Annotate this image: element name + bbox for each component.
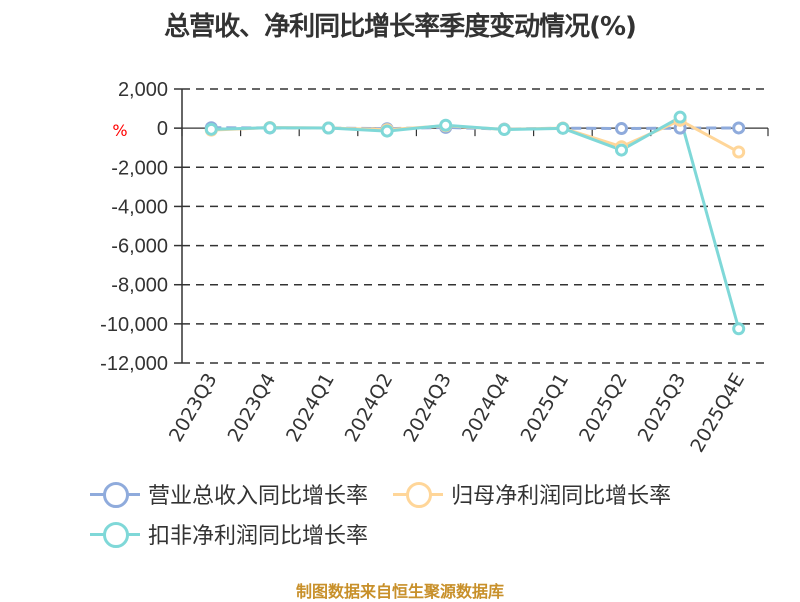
data-point[interactable] bbox=[556, 121, 570, 135]
legend-label: 营业总收入同比增长率 bbox=[148, 484, 369, 509]
legend-marker-icon bbox=[88, 479, 142, 509]
y-tick-label: -6,000 bbox=[111, 236, 168, 258]
y-tick-label: -12,000 bbox=[100, 353, 168, 375]
legend-label: 扣非净利润同比增长率 bbox=[148, 524, 369, 549]
x-tick-label: 2024Q1 bbox=[282, 370, 339, 446]
series-line bbox=[211, 118, 740, 154]
line-chart: 2,000 0 -2,000 -4,000 -6,000 -8,000 -10,000 -12… bbox=[100, 79, 769, 457]
legend-item-deducted-net-profit[interactable]: 扣非净利润同比增长率 bbox=[88, 514, 368, 554]
y-tick-label: -2,000 bbox=[111, 157, 168, 179]
legend-marker-icon bbox=[88, 519, 142, 549]
legend: 营业总收入同比增长率 归母净利润同比增长率 扣非净利润同比增长率 bbox=[88, 474, 748, 554]
data-point[interactable] bbox=[615, 143, 628, 157]
y-tick-label: 0 bbox=[157, 118, 168, 140]
data-point[interactable] bbox=[204, 122, 218, 136]
x-tick-label: 2024Q3 bbox=[399, 370, 456, 446]
data-point[interactable] bbox=[263, 121, 277, 135]
x-tick-label: 2025Q4E bbox=[686, 370, 749, 457]
x-tick-label: 2023Q3 bbox=[165, 370, 222, 446]
y-tick-label: -10,000 bbox=[100, 314, 168, 336]
unit-label: % bbox=[112, 121, 127, 140]
legend-label: 归母净利润同比增长率 bbox=[451, 484, 672, 509]
x-tick-label: 2024Q4 bbox=[458, 370, 515, 446]
data-point[interactable] bbox=[322, 121, 335, 135]
legend-marker-icon bbox=[391, 479, 445, 509]
y-tick-label: -8,000 bbox=[111, 275, 168, 297]
y-tick-label: -4,000 bbox=[111, 196, 168, 218]
chart-title: 总营收、净利同比增长率季度变动情况(%) bbox=[164, 12, 637, 42]
data-source-note: 制图数据来自恒生聚源数据库 bbox=[295, 582, 504, 601]
data-point[interactable] bbox=[732, 145, 746, 159]
data-point[interactable] bbox=[497, 123, 511, 137]
x-tick-label: 2025Q1 bbox=[516, 370, 573, 446]
y-tick-label: 2,000 bbox=[118, 79, 168, 101]
data-point[interactable] bbox=[732, 322, 746, 336]
legend-item-revenue[interactable]: 营业总收入同比增长率 bbox=[88, 474, 368, 514]
legend-item-net-profit[interactable]: 归母净利润同比增长率 bbox=[391, 474, 671, 514]
data-point[interactable] bbox=[673, 110, 687, 124]
series-line bbox=[211, 114, 741, 330]
x-tick-label: 2025Q2 bbox=[575, 370, 632, 446]
x-tick-label: 2023Q4 bbox=[223, 370, 280, 446]
data-point[interactable] bbox=[380, 124, 394, 138]
x-tick-label: 2025Q3 bbox=[634, 370, 691, 446]
x-tick-label: 2024Q2 bbox=[341, 370, 398, 446]
data-point[interactable] bbox=[615, 122, 628, 136]
data-point[interactable] bbox=[439, 118, 453, 132]
data-point[interactable] bbox=[732, 121, 746, 135]
